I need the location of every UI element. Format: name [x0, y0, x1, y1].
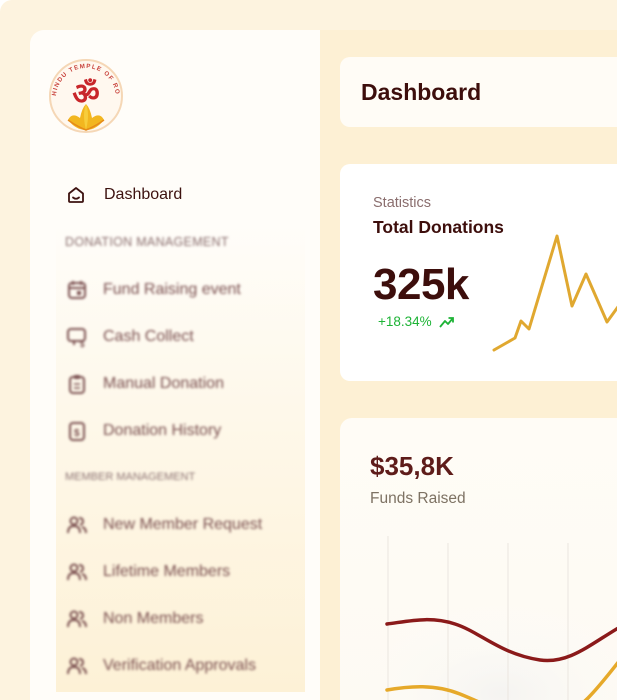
sidebar-item-non-members[interactable]: Non Members [66, 607, 203, 631]
sidebar-item-label: Cash Collect [103, 328, 194, 345]
sidebar-item-label: Verification Approvals [103, 657, 256, 674]
sidebar-item-label: Fund Raising event [103, 281, 241, 298]
change-percent: +18.34% [378, 314, 432, 329]
trend-up-icon [438, 316, 454, 328]
funds-raised-card: $35,8K Funds Raised [340, 418, 617, 700]
section-title-member-management: MEMBER MANAGEMENT [65, 471, 196, 483]
cash-monitor-icon: $ [67, 328, 86, 348]
home-icon [68, 187, 84, 203]
om-lotus-logo-icon: HINDU TEMPLE OF ROCHESTER ॐ [43, 51, 123, 133]
section-title-donation-management: DONATION MANAGEMENT [65, 235, 229, 249]
sidebar-item-label: Dashboard [104, 186, 183, 203]
sidebar-item-cash-collect[interactable]: $ Cash Collect [66, 325, 194, 349]
stats-kicker: Statistics [373, 195, 432, 211]
temple-logo[interactable]: HINDU TEMPLE OF ROCHESTER ॐ [43, 51, 126, 138]
total-donations-value: 325k [373, 260, 469, 309]
sidebar-item-label: Manual Donation [103, 375, 224, 392]
sidebar-item-dashboard[interactable]: Dashboard [66, 183, 182, 207]
sidebar-item-verification-approvals[interactable]: Verification Approvals [66, 654, 256, 678]
sidebar-item-label: Non Members [103, 610, 204, 627]
page-header: Dashboard [340, 57, 617, 127]
funds-chart [370, 536, 617, 700]
sidebar-item-lifetime-members[interactable]: Lifetime Members [66, 560, 230, 584]
users-icon [67, 657, 87, 675]
page-title: Dashboard [361, 79, 482, 105]
sidebar-item-label: Lifetime Members [103, 563, 231, 580]
users-icon [67, 610, 87, 628]
calendar-icon [68, 281, 86, 299]
total-donations-card: Statistics Total Donations 325k +18.34% [340, 164, 617, 381]
users-icon [67, 563, 87, 581]
svg-text:$: $ [80, 340, 85, 348]
svg-text:$: $ [74, 428, 80, 439]
donations-sparkline [492, 234, 617, 352]
sidebar-item-new-member-request[interactable]: New Member Request [66, 513, 262, 537]
stats-title: Total Donations [373, 217, 504, 237]
dollar-receipt-icon: $ [69, 422, 85, 441]
sidebar-item-fund-raising-event[interactable]: Fund Raising event [66, 278, 241, 302]
clipboard-icon [69, 375, 85, 394]
funds-raised-label: Funds Raised [370, 490, 466, 507]
users-icon [67, 516, 87, 534]
sidebar-item-manual-donation[interactable]: Manual Donation [66, 372, 224, 396]
sidebar-item-label: Donation History [103, 422, 222, 439]
sidebar-sections-panel [56, 226, 305, 692]
sidebar-item-label: New Member Request [103, 516, 263, 533]
change-indicator: +18.34% [378, 314, 455, 329]
funds-raised-value: $35,8K [370, 451, 454, 481]
sidebar-item-donation-history[interactable]: $ Donation History [66, 419, 221, 443]
